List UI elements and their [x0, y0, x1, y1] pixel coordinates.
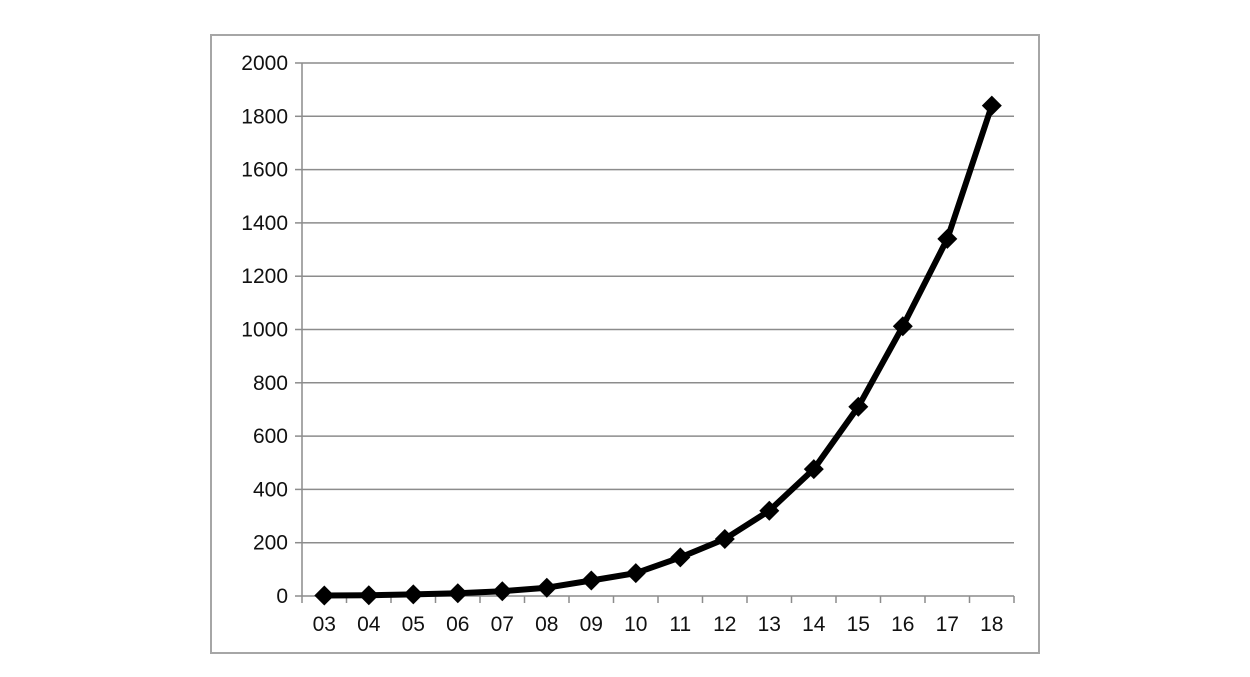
data-point-marker [314, 585, 335, 606]
x-tick-label: 15 [847, 613, 870, 636]
axes [295, 62, 1015, 603]
data-point-marker [581, 570, 602, 591]
x-tick-label: 13 [758, 613, 781, 636]
series-line-path [321, 102, 995, 599]
data-point-marker [892, 316, 913, 337]
x-tick-label: 08 [535, 613, 558, 636]
y-axis-tick-labels: 0 200 400 600 800 1000 1200 1400 1600 1800 2000 [241, 52, 288, 608]
y-tick-label: 0 [276, 585, 288, 608]
y-tick-label: 1200 [241, 265, 288, 288]
data-point-marker [937, 228, 958, 249]
x-tick-label: 07 [491, 613, 514, 636]
data-point-marker [670, 547, 691, 568]
chart-frame: 0 200 400 600 800 1000 1200 1400 1600 1800 2000 03… [210, 34, 1040, 654]
data-point-marker [714, 529, 735, 549]
y-tick-label: 2000 [241, 52, 288, 75]
x-tick-label: 09 [580, 613, 603, 636]
data-point-marker [759, 500, 780, 521]
x-tick-label: 16 [891, 613, 914, 636]
line-chart: 0 200 400 600 800 1000 1200 1400 1600 1800 2000 03… [241, 52, 1015, 636]
data-point-marker [625, 563, 646, 584]
x-tick-label: 10 [624, 613, 647, 636]
x-tick-label: 11 [669, 613, 691, 636]
series-markers [314, 95, 1002, 606]
data-point-marker [536, 577, 557, 598]
x-tick-label: 04 [357, 613, 381, 636]
y-tick-label: 400 [253, 478, 288, 501]
x-tick-label: 12 [713, 613, 736, 636]
data-point-marker [358, 585, 379, 606]
y-tick-label: 200 [253, 532, 288, 555]
y-tick-label: 1000 [241, 319, 288, 342]
x-axis-tick-labels: 03 04 05 06 07 08 09 10 11 12 13 14 15 16 17 18 [313, 613, 1004, 636]
data-point-marker [403, 584, 424, 605]
data-point-marker [803, 459, 824, 480]
gridlines [302, 62, 1014, 544]
x-tick-label: 03 [313, 613, 336, 636]
data-point-marker [447, 583, 468, 604]
data-point-marker [981, 95, 1002, 116]
y-tick-label: 1800 [241, 105, 288, 128]
data-point-marker [848, 396, 869, 417]
x-tick-label: 17 [936, 613, 959, 636]
x-tick-label: 18 [980, 613, 1003, 636]
y-tick-label: 1400 [241, 212, 288, 235]
y-tick-label: 1600 [241, 159, 288, 182]
x-tick-label: 05 [402, 613, 425, 636]
y-tick-label: 800 [253, 372, 288, 395]
x-tick-label: 14 [802, 613, 826, 636]
series-line [321, 102, 995, 599]
y-tick-label: 600 [253, 425, 288, 448]
data-point-marker [492, 581, 513, 602]
x-tick-label: 06 [446, 613, 469, 636]
